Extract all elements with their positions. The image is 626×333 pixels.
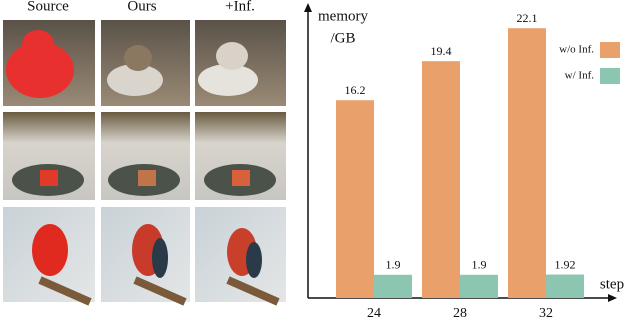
x-axis-label: step	[600, 276, 624, 292]
y-axis-label: /GB	[330, 30, 355, 46]
bar-chart: memory /GB step 24 16.2 1.9 28 19.4 1.9 32 22.1…	[304, 3, 624, 321]
image-cat-ours	[101, 20, 190, 106]
bar	[460, 274, 498, 298]
value-label: 16.2	[345, 83, 366, 97]
value-label: 1.92	[555, 257, 576, 271]
image-bird-inf	[195, 207, 286, 306]
legend-label: w/o Inf.	[559, 44, 594, 56]
x-tick-label: 24	[367, 306, 381, 321]
legend-swatch	[600, 42, 620, 58]
image-plate-source	[3, 112, 95, 200]
x-axis-arrow	[608, 294, 617, 302]
image-grid: Source Ours +Inf.	[3, 0, 286, 306]
x-tick-label: 28	[453, 306, 467, 321]
column-label: Ours	[127, 0, 156, 14]
image-plate-ours	[101, 112, 190, 200]
bar	[374, 274, 412, 298]
image-cat-source	[3, 20, 95, 106]
image-cat-inf	[195, 20, 286, 106]
bar	[508, 28, 546, 299]
y-axis-arrow	[304, 3, 312, 12]
y-axis-label: memory	[318, 8, 368, 24]
column-label: Source	[27, 0, 69, 14]
column-label: +Inf.	[225, 0, 255, 14]
image-bird-ours	[101, 207, 190, 306]
bar	[336, 100, 374, 298]
bar	[422, 61, 460, 299]
legend-swatch	[600, 68, 620, 84]
value-label: 19.4	[431, 44, 452, 58]
x-tick-label: 32	[539, 306, 553, 321]
value-label: 1.9	[472, 258, 487, 272]
legend-label: w/ Inf.	[565, 70, 595, 82]
value-label: 1.9	[386, 258, 401, 272]
image-bird-source	[3, 207, 95, 306]
image-plate-inf	[195, 112, 286, 200]
value-label: 22.1	[517, 11, 538, 25]
bar	[546, 274, 584, 298]
